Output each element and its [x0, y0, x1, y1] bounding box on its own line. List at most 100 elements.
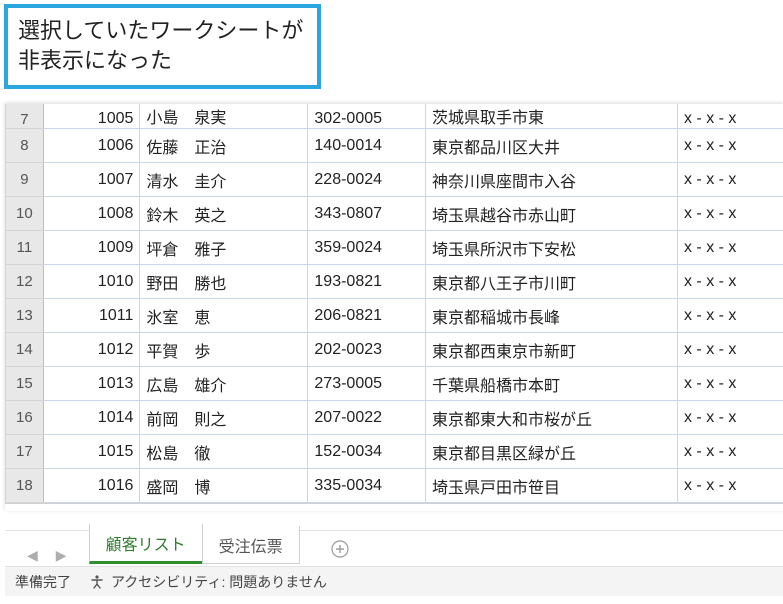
cell-zip[interactable]: 206-0821	[308, 299, 426, 333]
cell-zip[interactable]: 359-0024	[308, 231, 426, 265]
cell-addr[interactable]: 東京都稲城市長峰	[425, 299, 677, 333]
row-header[interactable]: 13	[6, 299, 44, 333]
table-row[interactable]: 12 1010 野田 勝也 193-0821 東京都八王子市川町 x - x -…	[6, 265, 783, 299]
grid-bottom-gap	[5, 503, 783, 511]
cell-zip[interactable]: 273-0005	[308, 367, 426, 401]
cell-addr[interactable]: 東京都西東京市新町	[425, 333, 677, 367]
cell-name[interactable]: 清水 圭介	[140, 163, 308, 197]
table-row[interactable]: 13 1011 氷室 恵 206-0821 東京都稲城市長峰 x - x - x	[6, 299, 783, 333]
cell-extra[interactable]: x - x - x	[677, 401, 783, 435]
cell-zip[interactable]: 335-0034	[308, 469, 426, 503]
tab-nav-next-icon[interactable]: ▶	[56, 547, 67, 564]
table-row[interactable]: 17 1015 松島 徹 152-0034 東京都目黒区緑が丘 x - x - …	[6, 435, 783, 469]
cell-name[interactable]: 松島 徹	[140, 435, 308, 469]
cell-extra[interactable]: x - x - x	[677, 367, 783, 401]
row-header[interactable]: 7	[6, 104, 44, 129]
row-header[interactable]: 9	[6, 163, 44, 197]
cell-extra[interactable]: x - x - x	[677, 231, 783, 265]
row-header[interactable]: 10	[6, 197, 44, 231]
cell-extra[interactable]: x - x - x	[677, 333, 783, 367]
cell-id[interactable]: 1006	[43, 129, 140, 163]
cell-addr[interactable]: 埼玉県所沢市下安松	[425, 231, 677, 265]
cell-extra[interactable]: x - x - x	[677, 469, 783, 503]
cell-name[interactable]: 坪倉 雅子	[140, 231, 308, 265]
table-row[interactable]: 10 1008 鈴木 英之 343-0807 埼玉県越谷市赤山町 x - x -…	[6, 197, 783, 231]
cell-id[interactable]: 1015	[43, 435, 140, 469]
add-sheet-button[interactable]	[323, 534, 357, 564]
cell-extra[interactable]: x - x - x	[677, 265, 783, 299]
table-row[interactable]: 11 1009 坪倉 雅子 359-0024 埼玉県所沢市下安松 x - x -…	[6, 231, 783, 265]
cell-addr[interactable]: 茨城県取手市東	[425, 104, 677, 129]
cell-zip[interactable]: 140-0014	[308, 129, 426, 163]
table-row[interactable]: 14 1012 平賀 歩 202-0023 東京都西東京市新町 x - x - …	[6, 333, 783, 367]
row-header[interactable]: 16	[6, 401, 44, 435]
callout-line1: 選択していたワークシートが	[18, 16, 303, 46]
cell-name[interactable]: 広島 雄介	[140, 367, 308, 401]
cell-addr[interactable]: 埼玉県戸田市笹目	[425, 469, 677, 503]
status-ready: 準備完了	[15, 572, 71, 592]
cell-addr[interactable]: 東京都目黒区緑が丘	[425, 435, 677, 469]
cell-id[interactable]: 1013	[43, 367, 140, 401]
cell-extra[interactable]: x - x - x	[677, 197, 783, 231]
cell-zip[interactable]: 193-0821	[308, 265, 426, 299]
row-header[interactable]: 15	[6, 367, 44, 401]
cell-zip[interactable]: 202-0023	[308, 333, 426, 367]
cell-name[interactable]: 氷室 恵	[140, 299, 308, 333]
cell-extra[interactable]: x - x - x	[677, 435, 783, 469]
cell-id[interactable]: 1011	[43, 299, 140, 333]
cell-extra[interactable]: x - x - x	[677, 104, 783, 129]
cell-id[interactable]: 1014	[43, 401, 140, 435]
cell-name[interactable]: 鈴木 英之	[140, 197, 308, 231]
accessibility-text: アクセシビリティ: 問題ありません	[111, 572, 327, 592]
cell-id[interactable]: 1005	[43, 104, 140, 129]
row-header[interactable]: 17	[6, 435, 44, 469]
tab-nav-prev-icon[interactable]: ◀	[27, 547, 38, 564]
cell-zip[interactable]: 152-0034	[308, 435, 426, 469]
cell-id[interactable]: 1007	[43, 163, 140, 197]
accessibility-status[interactable]: アクセシビリティ: 問題ありません	[89, 572, 327, 592]
cell-addr[interactable]: 東京都東大和市桜が丘	[425, 401, 677, 435]
table-row[interactable]: 18 1016 盛岡 博 335-0034 埼玉県戸田市笹目 x - x - x	[6, 469, 783, 503]
cell-extra[interactable]: x - x - x	[677, 163, 783, 197]
cell-id[interactable]: 1016	[43, 469, 140, 503]
callout-box: 選択していたワークシートが 非表示になった	[4, 4, 321, 89]
cell-name[interactable]: 小島 泉実	[140, 104, 308, 129]
tab-order-slip[interactable]: 受注伝票	[202, 526, 300, 564]
cell-zip[interactable]: 302-0005	[308, 104, 426, 129]
tab-customer-list[interactable]: 顧客リスト	[89, 524, 203, 564]
cell-extra[interactable]: x - x - x	[677, 299, 783, 333]
cell-addr[interactable]: 東京都八王子市川町	[425, 265, 677, 299]
table-row[interactable]: 15 1013 広島 雄介 273-0005 千葉県船橋市本町 x - x - …	[6, 367, 783, 401]
table-row[interactable]: 8 1006 佐藤 正治 140-0014 東京都品川区大井 x - x - x	[6, 129, 783, 163]
cell-addr[interactable]: 埼玉県越谷市赤山町	[425, 197, 677, 231]
cell-name[interactable]: 前岡 則之	[140, 401, 308, 435]
cell-extra[interactable]: x - x - x	[677, 129, 783, 163]
row-header[interactable]: 11	[6, 231, 44, 265]
cell-zip[interactable]: 343-0807	[308, 197, 426, 231]
table-row[interactable]: 7 1005 小島 泉実 302-0005 茨城県取手市東 x - x - x	[6, 104, 783, 129]
cell-id[interactable]: 1010	[43, 265, 140, 299]
cell-addr[interactable]: 神奈川県座間市入谷	[425, 163, 677, 197]
cell-zip[interactable]: 228-0024	[308, 163, 426, 197]
table-row[interactable]: 9 1007 清水 圭介 228-0024 神奈川県座間市入谷 x - x - …	[6, 163, 783, 197]
cell-zip[interactable]: 207-0022	[308, 401, 426, 435]
row-header[interactable]: 12	[6, 265, 44, 299]
cell-addr[interactable]: 千葉県船橋市本町	[425, 367, 677, 401]
table-row[interactable]: 16 1014 前岡 則之 207-0022 東京都東大和市桜が丘 x - x …	[6, 401, 783, 435]
sheet-tabstrip: ◀ ▶ 顧客リスト 受注伝票	[5, 530, 783, 564]
data-grid[interactable]: 7 1005 小島 泉実 302-0005 茨城県取手市東 x - x - x …	[5, 104, 783, 503]
cell-name[interactable]: 佐藤 正治	[140, 129, 308, 163]
grid-body: 7 1005 小島 泉実 302-0005 茨城県取手市東 x - x - x …	[6, 104, 783, 503]
row-header[interactable]: 18	[6, 469, 44, 503]
row-header[interactable]: 8	[6, 129, 44, 163]
cell-id[interactable]: 1009	[43, 231, 140, 265]
cell-name[interactable]: 盛岡 博	[140, 469, 308, 503]
sheet-tabs: 顧客リスト 受注伝票	[89, 531, 357, 564]
cell-addr[interactable]: 東京都品川区大井	[425, 129, 677, 163]
cell-id[interactable]: 1012	[43, 333, 140, 367]
cell-name[interactable]: 平賀 歩	[140, 333, 308, 367]
accessibility-icon	[89, 574, 105, 590]
cell-id[interactable]: 1008	[43, 197, 140, 231]
cell-name[interactable]: 野田 勝也	[140, 265, 308, 299]
row-header[interactable]: 14	[6, 333, 44, 367]
